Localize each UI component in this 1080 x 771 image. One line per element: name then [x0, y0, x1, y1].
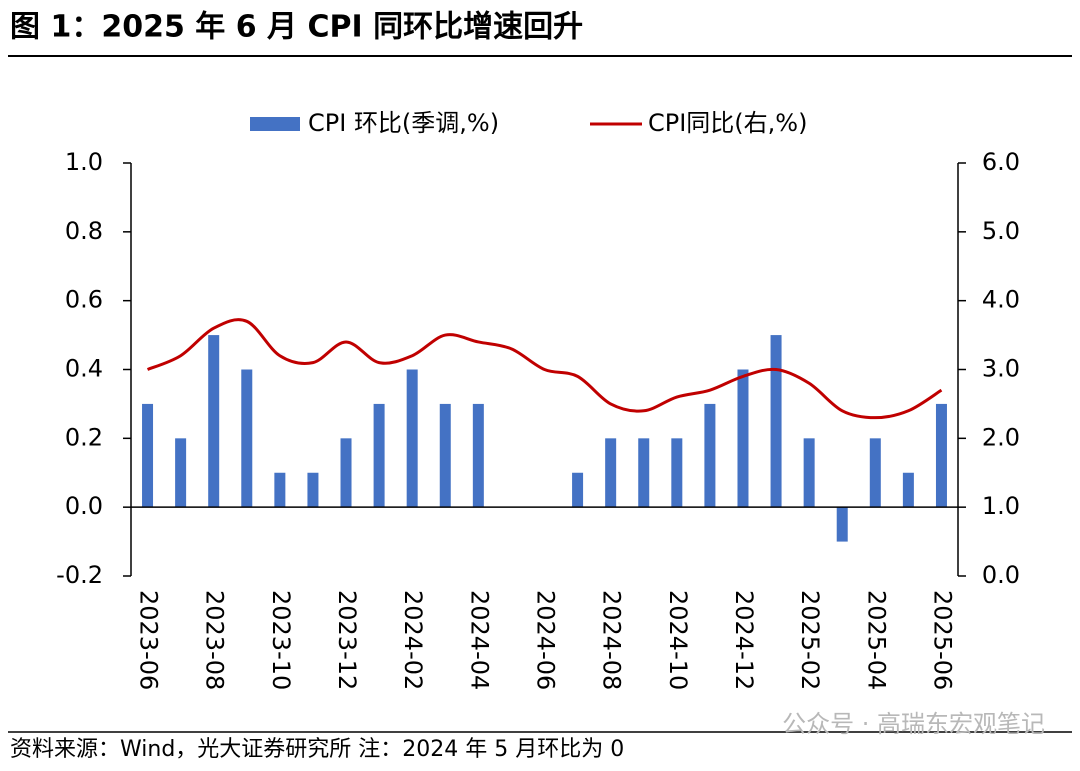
y-tick-label: 0.0 [65, 492, 103, 520]
y-tick-label: 0.2 [65, 423, 103, 451]
x-tick-label: 2023-10 [267, 590, 295, 690]
bar [340, 438, 352, 508]
legend-label: CPI同比(右,%) [648, 109, 807, 137]
y2-tick-label: 1.0 [982, 492, 1020, 520]
x-tick-label: 2024-10 [664, 590, 692, 690]
bar [373, 403, 385, 508]
y-tick-label: 0.6 [65, 286, 103, 314]
y2-tick-label: 6.0 [982, 148, 1020, 176]
bar [175, 438, 187, 508]
y2-tick-label: 3.0 [982, 355, 1020, 383]
x-tick-label: 2024-06 [532, 590, 560, 690]
x-tick-label: 2024-08 [598, 590, 626, 690]
bar [142, 403, 154, 508]
x-tick-label: 2023-12 [333, 590, 361, 690]
y2-tick-label: 4.0 [982, 286, 1020, 314]
bar [836, 507, 848, 542]
bar [902, 472, 914, 508]
y-tick-label: 0.4 [65, 355, 103, 383]
bar [274, 472, 286, 508]
bar [307, 472, 319, 508]
x-tick-label: 2024-04 [465, 590, 493, 690]
x-tick-label: 2025-06 [928, 590, 956, 690]
x-tick-label: 2025-04 [862, 590, 890, 690]
bar [671, 438, 683, 508]
bar [406, 369, 418, 508]
bar [704, 403, 716, 508]
bar [605, 438, 617, 508]
line [146, 318, 943, 420]
watermark: 公众号 · 高瑞东宏观笔记 [782, 710, 1045, 738]
y-tick-label: 0.8 [65, 217, 103, 245]
bar [472, 403, 484, 508]
bar [572, 472, 584, 508]
bar [869, 438, 881, 508]
legend-swatch [250, 117, 300, 131]
y2-tick-label: 0.0 [982, 561, 1020, 589]
bar [737, 369, 749, 508]
x-tick-label: 2025-02 [796, 590, 824, 690]
source: 资料来源：Wind，光大证券研究所 注：2024 年 5 月环比为 0 [10, 737, 624, 762]
x-tick-label: 2024-12 [730, 590, 758, 690]
y-tick-label: -0.2 [56, 561, 103, 589]
y-tick-label: 1.0 [65, 148, 103, 176]
x-tick-label: 2023-08 [201, 590, 229, 690]
bar [935, 403, 947, 508]
bar [208, 335, 220, 508]
chart-title: 图 1：2025 年 6 月 CPI 同环比增速回升 [10, 10, 583, 45]
y2-tick-label: 2.0 [982, 423, 1020, 451]
x-tick-label: 2024-02 [399, 590, 427, 690]
bar [439, 403, 451, 508]
legend-label: CPI 环比(季调,%) [308, 109, 499, 137]
bar [770, 335, 782, 508]
bar [638, 438, 650, 508]
y2-tick-label: 5.0 [982, 217, 1020, 245]
bar [241, 369, 253, 508]
x-tick-label: 2023-06 [135, 590, 163, 690]
bar [803, 438, 815, 508]
